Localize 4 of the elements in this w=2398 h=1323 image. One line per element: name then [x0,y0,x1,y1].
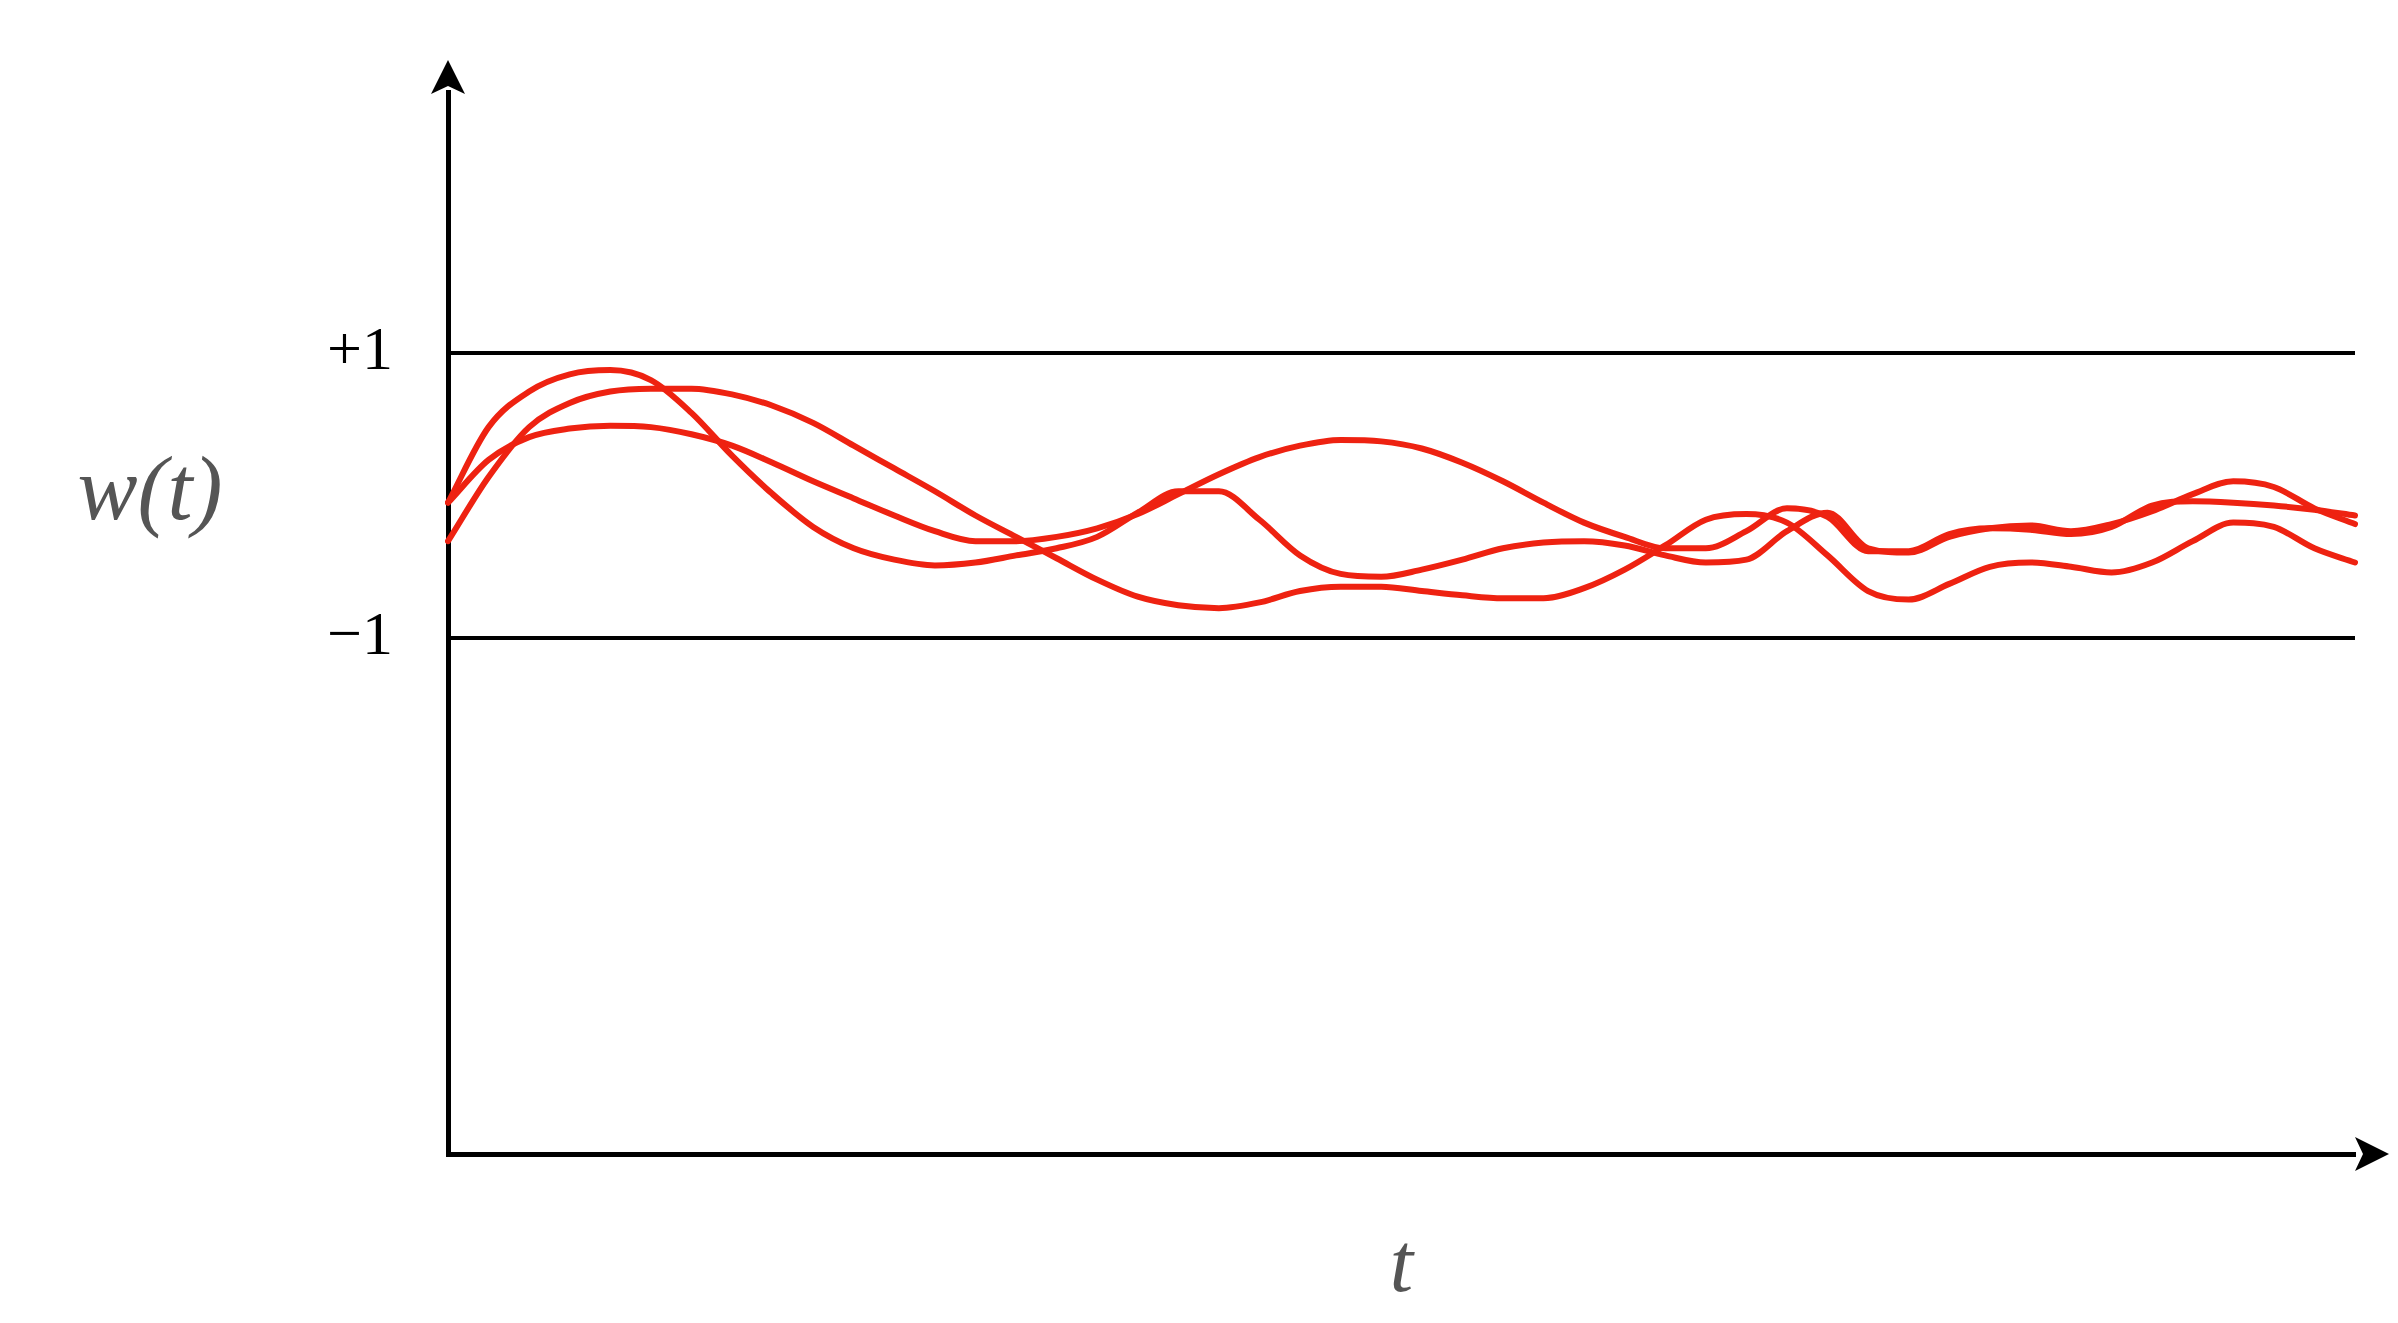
y-axis-title: w(t) [77,439,223,540]
y-tick-label: +1 [327,314,393,383]
x-axis-title: t [1389,1215,1416,1309]
y-tick-label: −1 [327,599,393,668]
